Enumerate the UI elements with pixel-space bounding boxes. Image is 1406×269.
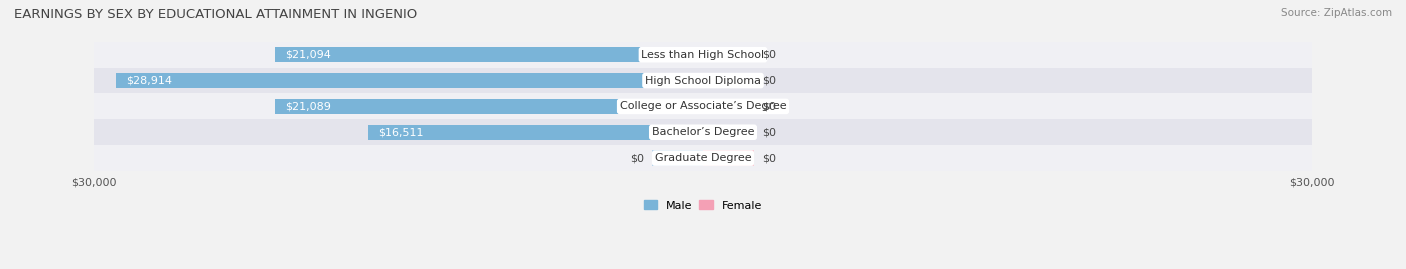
Bar — [94, 68, 1312, 94]
Text: EARNINGS BY SEX BY EDUCATIONAL ATTAINMENT IN INGENIO: EARNINGS BY SEX BY EDUCATIONAL ATTAINMEN… — [14, 8, 418, 21]
Bar — [94, 119, 1312, 145]
Text: Source: ZipAtlas.com: Source: ZipAtlas.com — [1281, 8, 1392, 18]
Text: $0: $0 — [762, 50, 776, 60]
Text: Graduate Degree: Graduate Degree — [655, 153, 751, 163]
Bar — [94, 145, 1312, 171]
Bar — [94, 94, 1312, 119]
Bar — [703, 73, 754, 88]
Text: College or Associate’s Degree: College or Associate’s Degree — [620, 101, 786, 111]
Bar — [703, 125, 754, 140]
Bar — [276, 99, 703, 114]
Text: $21,094: $21,094 — [285, 50, 330, 60]
Text: $0: $0 — [630, 153, 644, 163]
Text: $0: $0 — [762, 101, 776, 111]
Text: $0: $0 — [762, 76, 776, 86]
Text: $0: $0 — [762, 127, 776, 137]
Text: High School Diploma: High School Diploma — [645, 76, 761, 86]
Text: Bachelor’s Degree: Bachelor’s Degree — [652, 127, 754, 137]
Text: $0: $0 — [762, 153, 776, 163]
Bar — [652, 150, 703, 166]
Bar — [276, 47, 703, 62]
Bar — [703, 47, 754, 62]
Text: Less than High School: Less than High School — [641, 50, 765, 60]
Bar — [703, 99, 754, 114]
Bar — [703, 150, 754, 166]
Bar — [368, 125, 703, 140]
Bar — [94, 42, 1312, 68]
Text: $21,089: $21,089 — [285, 101, 330, 111]
Text: $28,914: $28,914 — [127, 76, 173, 86]
Legend: Male, Female: Male, Female — [640, 196, 766, 215]
Text: $16,511: $16,511 — [378, 127, 423, 137]
Bar — [117, 73, 703, 88]
